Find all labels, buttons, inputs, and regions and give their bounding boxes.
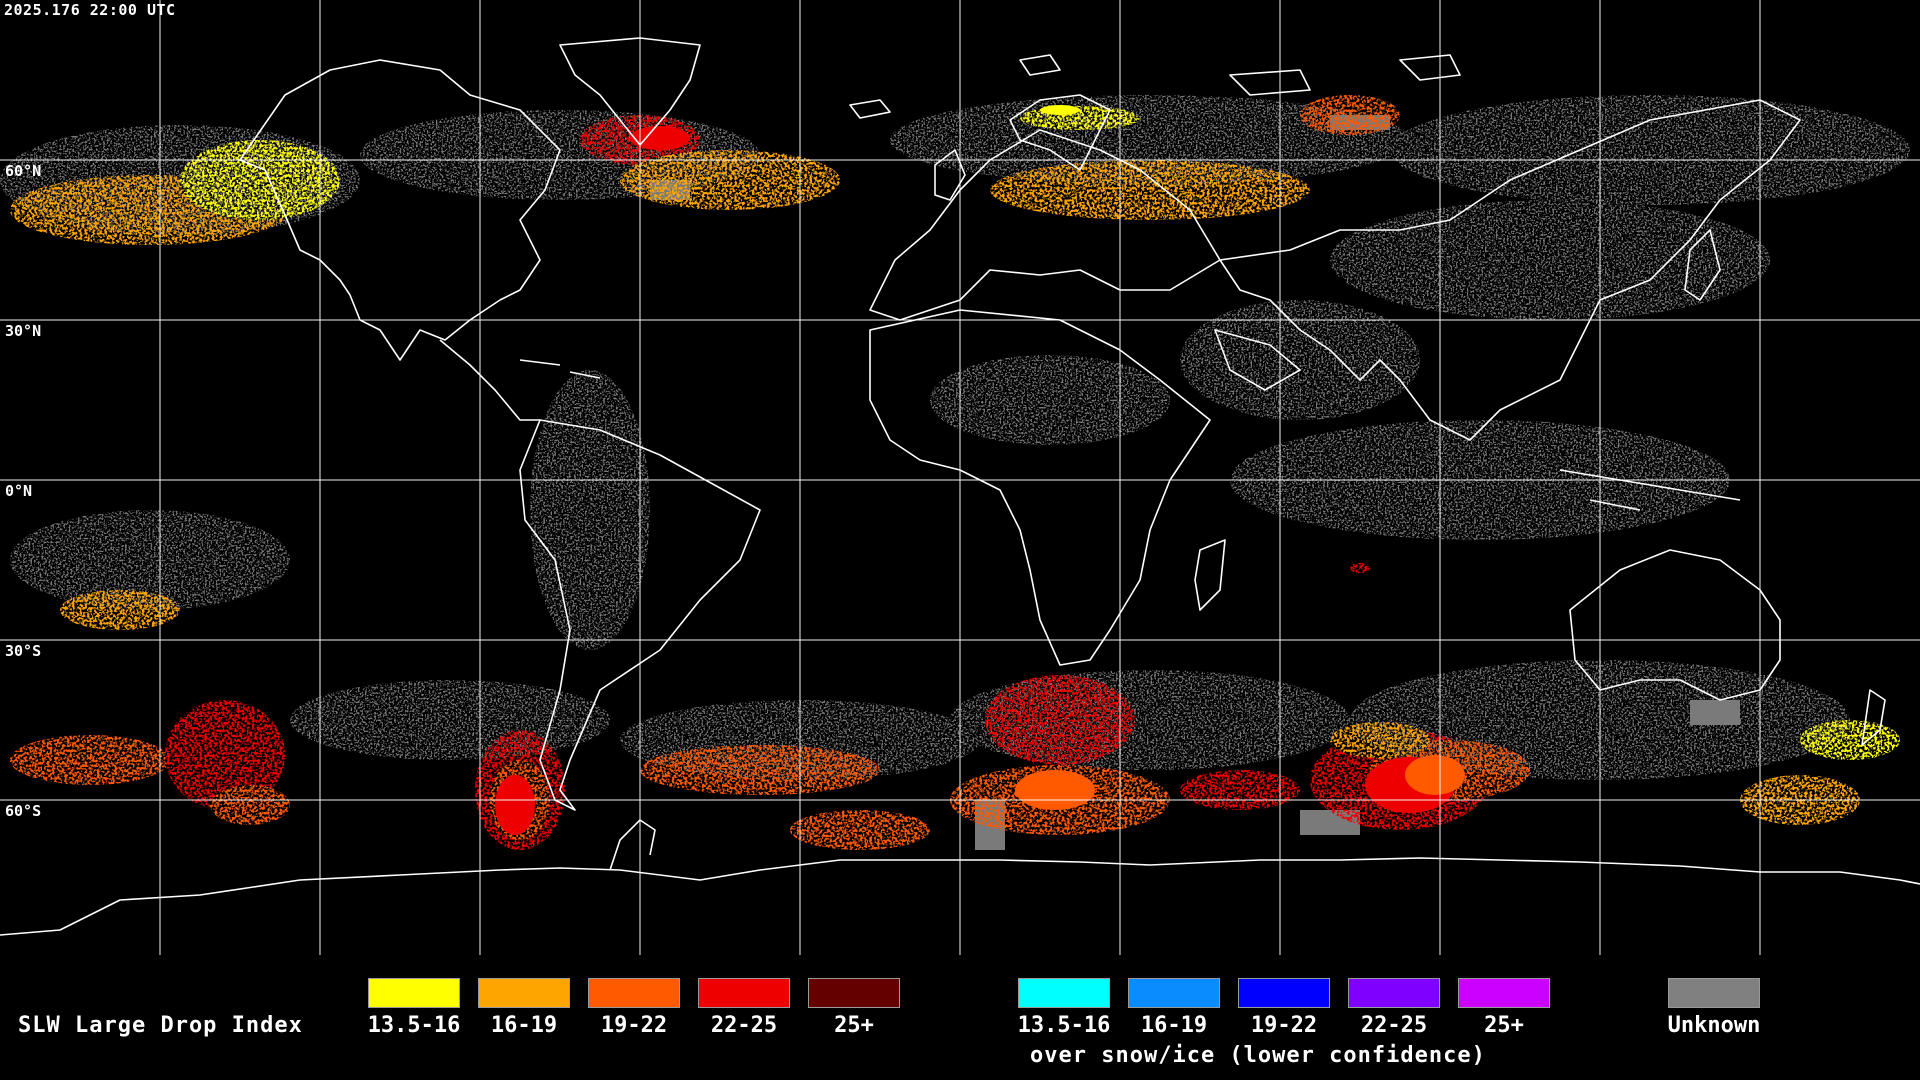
timestamp-label: 2025.176 22:00 UTC — [4, 1, 176, 19]
label-ice-16-19: 16-19 — [1140, 1013, 1208, 1038]
lat-label-60s: 60°S — [5, 802, 42, 820]
coast-asia — [1219, 99, 1801, 441]
swatch-ice-13-5-16 — [1018, 978, 1110, 1008]
legend-title: SLW Large Drop Index — [18, 1013, 303, 1038]
coast-new-zealand — [1861, 689, 1886, 746]
label-liquid-16-19: 16-19 — [490, 1013, 558, 1038]
coast-greenland — [559, 37, 701, 146]
label-ice-25-plus: 25+ — [1484, 1013, 1524, 1038]
label-ice-19-22: 19-22 — [1250, 1013, 1318, 1038]
swatch-liquid-16-19 — [478, 978, 570, 1008]
label-ice-13-5-16: 13.5-16 — [1017, 1013, 1111, 1038]
label-unknown: Unknown — [1667, 1013, 1761, 1038]
coast-arabia — [1214, 329, 1301, 391]
swatch-liquid-19-22 — [588, 978, 680, 1008]
swatch-unknown — [1668, 978, 1760, 1008]
swatch-liquid-25-plus — [808, 978, 900, 1008]
coast-madagascar — [1194, 539, 1226, 611]
swatch-ice-22-25 — [1348, 978, 1440, 1008]
lat-label-0n: 0°N — [5, 482, 33, 500]
coastlines — [0, 37, 1920, 936]
swatch-liquid-13-5-16 — [368, 978, 460, 1008]
coast-north-america — [239, 59, 561, 361]
label-liquid-19-22: 19-22 — [600, 1013, 668, 1038]
swatch-ice-19-22 — [1238, 978, 1330, 1008]
lat-lon-grid — [0, 0, 1920, 955]
coast-svalbard — [1019, 54, 1061, 76]
lat-label-30n: 30°N — [5, 322, 42, 340]
coast-europe — [869, 129, 1221, 321]
swatch-ice-25-plus — [1458, 978, 1550, 1008]
coast-australia — [1569, 549, 1781, 701]
coast-scandinavia — [1009, 94, 1111, 171]
snow-ice-note: over snow/ice (lower confidence) — [1030, 1043, 1486, 1068]
coast-iceland — [849, 99, 891, 119]
swatch-liquid-22-25 — [698, 978, 790, 1008]
coast-arctic-islands — [1229, 54, 1461, 96]
coast-japan — [1684, 229, 1721, 301]
label-liquid-25-plus: 25+ — [834, 1013, 874, 1038]
coast-south-america — [519, 419, 761, 811]
coast-uk — [934, 149, 966, 201]
label-liquid-13-5-16: 13.5-16 — [367, 1013, 461, 1038]
coast-central-america — [439, 339, 540, 421]
coast-indonesia — [1559, 469, 1741, 511]
label-liquid-22-25: 22-25 — [710, 1013, 778, 1038]
swatch-ice-16-19 — [1128, 978, 1220, 1008]
slw-map — [0, 0, 1920, 955]
lat-label-30s: 30°S — [5, 642, 42, 660]
lat-label-60n: 60°N — [5, 162, 42, 180]
label-ice-22-25: 22-25 — [1360, 1013, 1428, 1038]
coast-africa — [869, 309, 1211, 666]
coast-caribbean — [519, 359, 601, 379]
